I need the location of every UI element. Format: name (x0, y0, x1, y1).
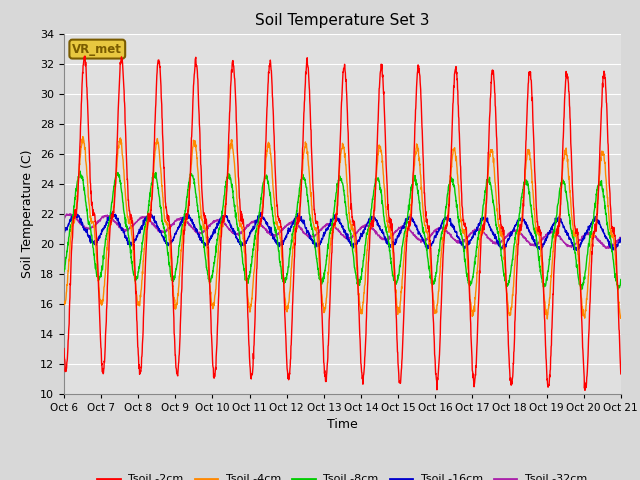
X-axis label: Time: Time (327, 418, 358, 431)
Text: VR_met: VR_met (72, 43, 122, 56)
Legend: Tsoil -2cm, Tsoil -4cm, Tsoil -8cm, Tsoil -16cm, Tsoil -32cm: Tsoil -2cm, Tsoil -4cm, Tsoil -8cm, Tsoi… (93, 470, 592, 480)
Title: Soil Temperature Set 3: Soil Temperature Set 3 (255, 13, 429, 28)
Y-axis label: Soil Temperature (C): Soil Temperature (C) (22, 149, 35, 278)
